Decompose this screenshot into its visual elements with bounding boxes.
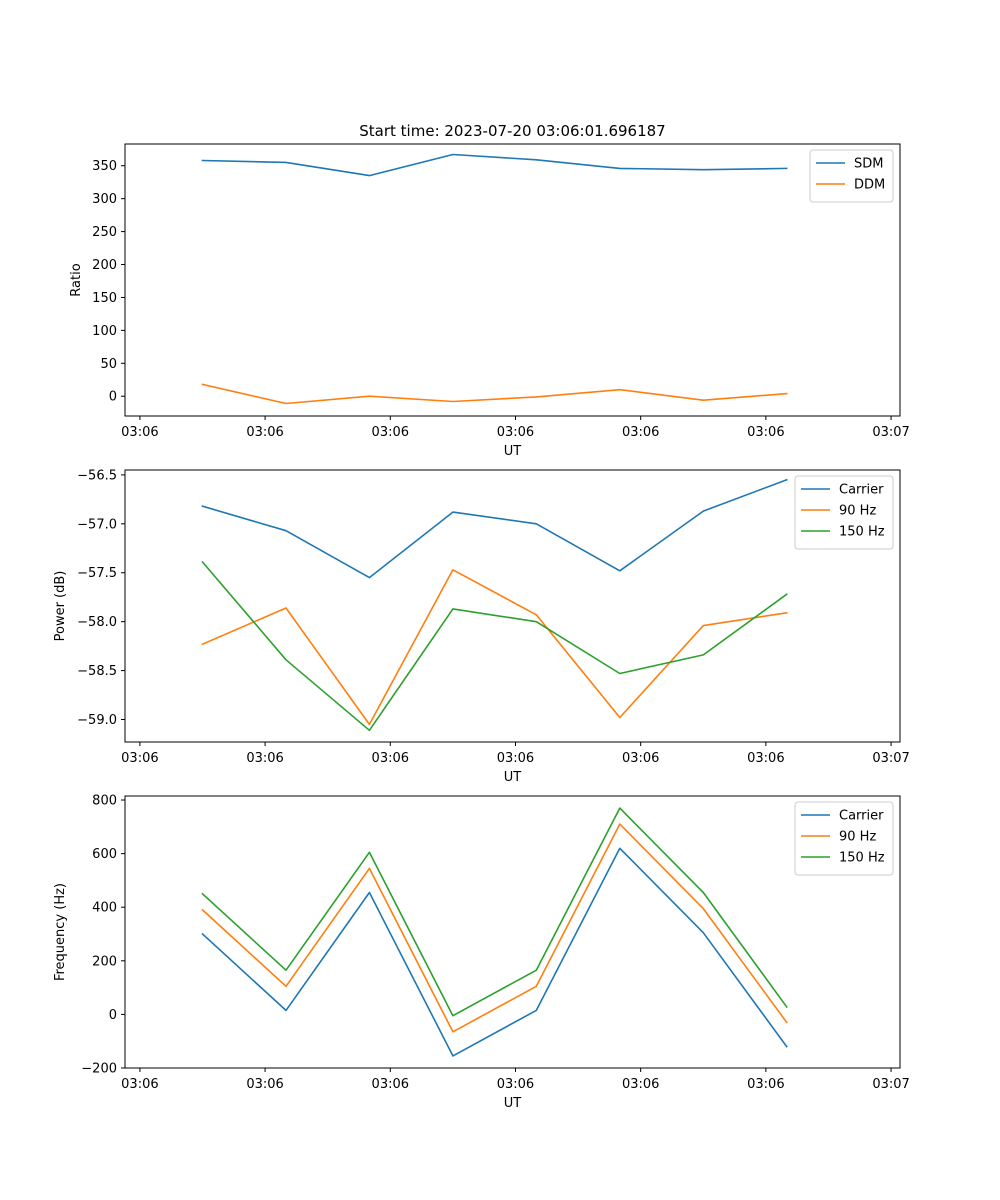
frequency-chart: 03:06 03:06 03:06 03:06 03:06 03:06 03:07 −200 0… [53, 794, 910, 1111]
axes-frame [124, 795, 901, 1069]
x-tick-label: 03:06 [747, 1077, 784, 1092]
y-tick-label: −200 [81, 1062, 117, 1077]
x-tick-label: 03:06 [747, 425, 784, 440]
y-tick-label: 250 [92, 225, 117, 240]
y-tick-label: 800 [92, 794, 117, 809]
x-tick-label: 03:06 [121, 1077, 158, 1092]
legend-label: DDM [854, 178, 885, 193]
legend-label: 150 Hz [839, 525, 885, 540]
series-line-150-hz [201, 807, 788, 1017]
x-tick-label: 03:06 [747, 751, 784, 766]
x-axis-label: UT [504, 1096, 522, 1111]
x-tick-label: 03:06 [246, 425, 283, 440]
x-axis-label: UT [504, 770, 522, 785]
y-tick-label: 300 [92, 192, 117, 207]
y-tick-label: 50 [100, 357, 117, 372]
series-line-carrier [201, 847, 788, 1057]
ratio-chart: 03:06 03:06 03:06 03:06 03:06 03:06 03:07 0 50 10… [69, 143, 910, 459]
axes-frame [124, 469, 901, 743]
axes-frame [124, 143, 901, 417]
series-line-150-hz [201, 560, 788, 732]
y-tick-label: 400 [92, 901, 117, 916]
series-line-carrier [201, 478, 788, 579]
y-tick-label: 200 [92, 258, 117, 273]
x-tick-label: 03:06 [372, 751, 409, 766]
x-tick-label: 03:06 [246, 1077, 283, 1092]
y-tick-label: −57.5 [77, 566, 117, 581]
x-tick-label: 03:06 [372, 1077, 409, 1092]
x-tick-label: 03:06 [372, 425, 409, 440]
y-tick-label: −58.0 [77, 615, 117, 630]
legend-label: 90 Hz [839, 504, 876, 519]
legend-label: Carrier [839, 483, 884, 498]
x-tick-label: 03:07 [872, 425, 909, 440]
y-tick-label: 100 [92, 324, 117, 339]
x-tick-label: 03:07 [872, 1077, 909, 1092]
y-tick-label: 150 [92, 291, 117, 306]
legend-label: Carrier [839, 809, 884, 824]
series-line-ddm [201, 383, 788, 405]
power-chart: 03:06 03:06 03:06 03:06 03:06 03:06 03:07 −59.0… [53, 468, 910, 785]
series-line-sdm [201, 153, 788, 177]
x-tick-label: 03:06 [497, 751, 534, 766]
y-axis-label: Ratio [69, 263, 84, 296]
y-tick-label: −59.0 [77, 713, 117, 728]
legend-label: SDM [854, 157, 883, 172]
x-tick-label: 03:06 [121, 751, 158, 766]
x-tick-label: 03:07 [872, 751, 909, 766]
y-tick-label: −58.5 [77, 664, 117, 679]
y-tick-label: 0 [109, 390, 117, 405]
series-line-90-hz [201, 823, 788, 1033]
x-tick-label: 03:06 [497, 425, 534, 440]
y-axis-label: Frequency (Hz) [53, 883, 68, 981]
x-tick-label: 03:06 [622, 425, 659, 440]
y-tick-label: 0 [109, 1008, 117, 1023]
x-tick-label: 03:06 [622, 1077, 659, 1092]
y-axis-label: Power (dB) [53, 571, 68, 642]
legend-label: 150 Hz [839, 851, 885, 866]
y-tick-label: 600 [92, 847, 117, 862]
y-tick-label: 350 [92, 159, 117, 174]
legend-label: 90 Hz [839, 830, 876, 845]
x-tick-label: 03:06 [622, 751, 659, 766]
x-tick-label: 03:06 [121, 425, 158, 440]
y-tick-label: −56.5 [77, 468, 117, 483]
y-tick-label: −57.0 [77, 517, 117, 532]
series-line-90-hz [201, 568, 788, 726]
figure-title: Start time: 2023-07-20 03:06:01.696187 [359, 122, 665, 140]
x-axis-label: UT [504, 444, 522, 459]
x-tick-label: 03:06 [246, 751, 283, 766]
y-tick-label: 200 [92, 954, 117, 969]
x-tick-label: 03:06 [497, 1077, 534, 1092]
